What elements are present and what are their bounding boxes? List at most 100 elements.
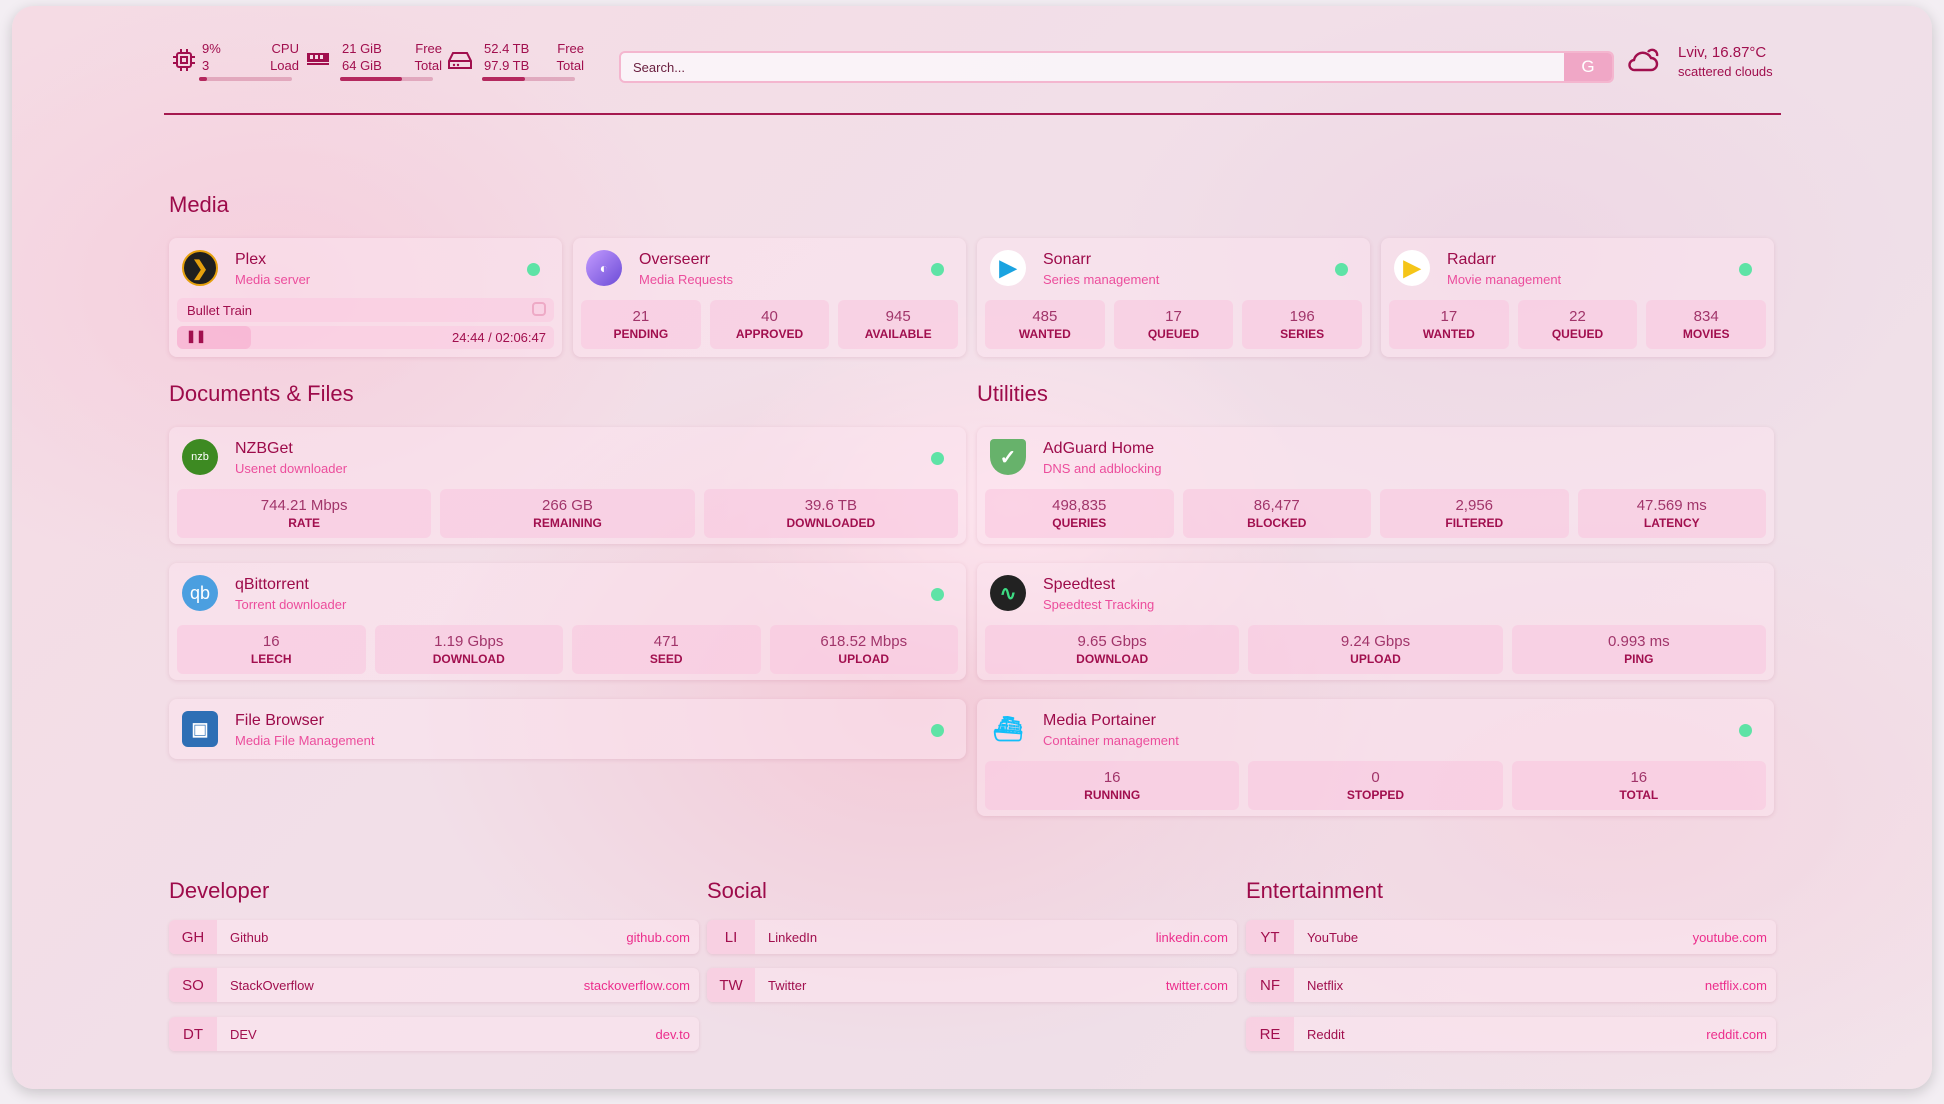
stat-ping: 0.993 ms PING — [1511, 625, 1766, 674]
plex-icon: ❯ — [182, 250, 218, 286]
search-engine-button[interactable]: G — [1564, 53, 1612, 81]
bookmark-reddit[interactable]: RE Reddit reddit.com — [1246, 1017, 1776, 1051]
stat-label: SEED — [649, 652, 683, 666]
section-title-utilities: Utilities — [977, 381, 1048, 406]
stat-label: QUERIES — [1052, 516, 1107, 530]
service-title: qBittorrent — [235, 576, 309, 593]
service-subtitle: Torrent downloader — [235, 597, 347, 612]
cloud-icon — [1628, 48, 1659, 72]
speedtest-icon: ∿ — [990, 575, 1026, 611]
service-subtitle: Container management — [1043, 733, 1179, 748]
bookmark-abbr: NF — [1246, 968, 1294, 1002]
stat-label: SERIES — [1280, 327, 1325, 341]
bookmark-github[interactable]: GH Github github.com — [169, 920, 699, 954]
service-card-radarr[interactable]: ▶ Radarr Movie management 17 WANTED 22 QUEUED 8… — [1381, 238, 1774, 357]
service-card-overseerr[interactable]: ◐ Overseerr Media Requests 21 PENDING 40 APPRO… — [573, 238, 966, 357]
search-bar: G — [619, 51, 1614, 83]
service-card-sonarr[interactable]: ▶ Sonarr Series management 485 WANTED 17 QUEUE… — [977, 238, 1370, 357]
stat-available: 945 AVAILABLE — [838, 300, 959, 349]
status-indicator — [1739, 724, 1752, 737]
stat-download: 1.19 Gbps DOWNLOAD — [374, 625, 563, 674]
bookmark-url[interactable]: reddit.com — [1706, 1026, 1767, 1042]
service-stats: 16 LEECH 1.19 Gbps DOWNLOAD 471 SEED 618.52 Mb… — [177, 625, 958, 674]
service-stats: 9.65 Gbps DOWNLOAD 9.24 Gbps UPLOAD 0.993 ms… — [985, 625, 1766, 674]
status-indicator — [931, 724, 944, 737]
overseerr-icon: ◐ — [586, 250, 622, 286]
stat-value: 618.52 Mbps — [820, 633, 908, 650]
service-title: Overseerr — [639, 251, 711, 268]
stat-value: 834 — [1693, 308, 1719, 325]
pause-icon[interactable]: ❚❚ — [186, 329, 207, 343]
service-card-adguard[interactable]: ✓ AdGuard Home DNS and adblocking 498,835 QU… — [977, 427, 1774, 544]
bookmark-url[interactable]: github.com — [626, 929, 690, 945]
bookmark-abbr: GH — [169, 920, 217, 954]
device-icon — [532, 302, 546, 316]
stat-value: 744.21 Mbps — [260, 497, 348, 514]
sonarr-icon: ▶ — [990, 250, 1026, 286]
stat-series: 196 SERIES — [1242, 300, 1363, 349]
bookmark-url[interactable]: stackoverflow.com — [583, 977, 690, 993]
service-title: AdGuard Home — [1043, 440, 1155, 457]
search-input[interactable] — [621, 53, 1564, 81]
stat-label: RUNNING — [1084, 788, 1141, 802]
status-indicator — [931, 588, 944, 601]
cpu-load-value: 9% 3 — [202, 41, 221, 73]
service-title: File Browser — [235, 712, 324, 729]
stat-seed: 471 SEED — [572, 625, 761, 674]
playback-time: 24:44 / 02:06:47 — [452, 330, 546, 345]
bookmark-name: Github — [230, 929, 269, 945]
stat-rate: 744.21 Mbps RATE — [177, 489, 432, 538]
bookmark-stackoverflow[interactable]: SO StackOverflow stackoverflow.com — [169, 968, 699, 1002]
bookmark-netflix[interactable]: NF Netflix netflix.com — [1246, 968, 1776, 1002]
bookmark-abbr: YT — [1246, 920, 1294, 954]
portainer-icon: ⛴ — [992, 715, 1024, 743]
stat-latency: 47.569 ms LATENCY — [1577, 489, 1766, 538]
stat-wanted: 17 WANTED — [1389, 300, 1509, 349]
stat-value: 16 — [1103, 769, 1121, 786]
bookmark-linkedin[interactable]: LI LinkedIn linkedin.com — [707, 920, 1237, 954]
stat-total: 16 TOTAL — [1511, 761, 1766, 810]
service-card-nzbget[interactable]: nzb NZBGet Usenet downloader 744.21 Mbps RAT… — [169, 427, 966, 544]
bookmark-dev[interactable]: DT DEV dev.to — [169, 1017, 699, 1051]
bookmark-name: Twitter — [768, 977, 807, 993]
bookmark-youtube[interactable]: YT YouTube youtube.com — [1246, 920, 1776, 954]
service-card-filebrowser[interactable]: ▣ File Browser Media File Management — [169, 699, 966, 759]
service-subtitle: Series management — [1043, 272, 1160, 287]
bookmark-url[interactable]: youtube.com — [1692, 929, 1767, 945]
service-title: Speedtest — [1043, 576, 1116, 593]
service-card-portainer[interactable]: ⛴ Media Portainer Container management 16 RU… — [977, 699, 1774, 816]
now-playing-title: Bullet Train — [187, 303, 253, 318]
bookmark-url[interactable]: linkedin.com — [1155, 929, 1228, 945]
service-card-plex[interactable]: ❯ Plex Media server Bullet Train ❚❚ 24:4… — [169, 238, 562, 357]
stat-value: 16 — [262, 633, 280, 650]
cpu-label: CPU Load — [270, 41, 299, 73]
service-card-qbittorrent[interactable]: qb qBittorrent Torrent downloader 16 LEECH 1.… — [169, 563, 966, 680]
service-subtitle: Media File Management — [235, 733, 375, 748]
service-title: Plex — [235, 251, 267, 268]
service-card-speedtest[interactable]: ∿ Speedtest Speedtest Tracking 9.65 Gbps DOW… — [977, 563, 1774, 680]
dashboard-window: 9% 3 CPU Load 21 GiB 64 GiB Free Total 52.4 … — [12, 6, 1932, 1089]
stat-movies: 834 MOVIES — [1646, 300, 1767, 349]
bookmark-url[interactable]: twitter.com — [1165, 977, 1228, 993]
stat-label: MOVIES — [1682, 327, 1730, 341]
stat-label: PENDING — [613, 327, 669, 341]
bookmark-twitter[interactable]: TW Twitter twitter.com — [707, 968, 1237, 1002]
section-title-media: Media — [169, 192, 229, 217]
bookmark-url[interactable]: netflix.com — [1704, 977, 1767, 993]
stat-value: 39.6 TB — [804, 497, 857, 514]
stat-label: BLOCKED — [1247, 516, 1307, 530]
stat-label: QUEUED — [1147, 327, 1200, 341]
stat-value: 196 — [1289, 308, 1315, 325]
status-indicator — [527, 263, 540, 276]
stat-wanted: 485 WANTED — [985, 300, 1105, 349]
bookmark-url[interactable]: dev.to — [655, 1026, 690, 1042]
stat-filtered: 2,956 FILTERED — [1380, 489, 1569, 538]
disk-values: 52.4 TB 97.9 TB — [484, 41, 530, 73]
bookmark-name: Reddit — [1307, 1026, 1345, 1042]
service-title: Radarr — [1447, 251, 1496, 268]
disk-icon — [448, 52, 472, 69]
stat-value: 485 — [1032, 308, 1058, 325]
section-title-documents: Documents & Files — [169, 381, 354, 406]
service-stats: 17 WANTED 22 QUEUED 834 MOVIES — [1389, 300, 1767, 349]
radarr-icon: ▶ — [1394, 250, 1430, 286]
